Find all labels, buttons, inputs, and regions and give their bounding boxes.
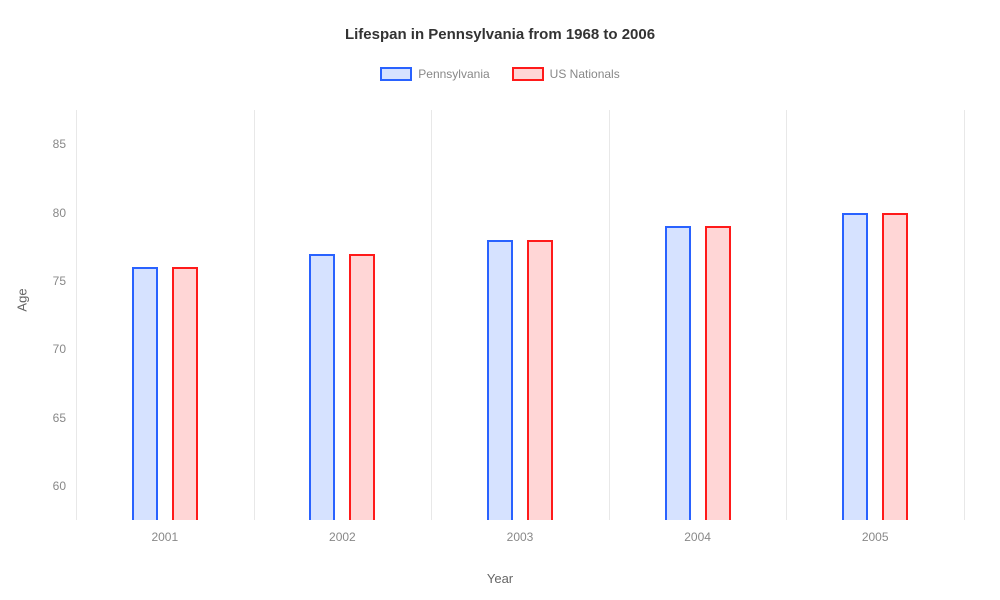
x-tick-label: 2002 — [329, 530, 356, 544]
bar — [132, 267, 158, 520]
plot-area: 60657075808520012002200320042005 — [76, 110, 964, 520]
bar — [309, 254, 335, 521]
gridline-vertical — [786, 110, 787, 520]
y-tick-label: 65 — [36, 411, 66, 425]
chart-title: Lifespan in Pennsylvania from 1968 to 20… — [0, 0, 1000, 43]
legend-swatch — [380, 67, 412, 81]
bar — [172, 267, 198, 520]
y-tick-label: 70 — [36, 342, 66, 356]
bar — [842, 213, 868, 521]
y-axis-title: Age — [15, 288, 30, 311]
bar — [705, 226, 731, 520]
bar — [527, 240, 553, 520]
bar — [349, 254, 375, 521]
x-tick-label: 2003 — [507, 530, 534, 544]
x-axis-title: Year — [487, 571, 513, 586]
y-tick-label: 80 — [36, 206, 66, 220]
gridline-vertical — [254, 110, 255, 520]
chart-container: Lifespan in Pennsylvania from 1968 to 20… — [0, 0, 1000, 600]
y-tick-label: 60 — [36, 479, 66, 493]
x-tick-label: 2004 — [684, 530, 711, 544]
legend-swatch — [512, 67, 544, 81]
gridline-vertical — [609, 110, 610, 520]
legend-item: Pennsylvania — [380, 67, 489, 81]
bar — [665, 226, 691, 520]
bar — [487, 240, 513, 520]
x-tick-label: 2005 — [862, 530, 889, 544]
legend-item: US Nationals — [512, 67, 620, 81]
gridline-vertical — [431, 110, 432, 520]
legend: Pennsylvania US Nationals — [0, 67, 1000, 81]
x-tick-label: 2001 — [151, 530, 178, 544]
y-tick-label: 85 — [36, 137, 66, 151]
bar — [882, 213, 908, 521]
gridline-vertical — [76, 110, 77, 520]
legend-label: Pennsylvania — [418, 67, 489, 81]
legend-label: US Nationals — [550, 67, 620, 81]
gridline-vertical — [964, 110, 965, 520]
y-tick-label: 75 — [36, 274, 66, 288]
